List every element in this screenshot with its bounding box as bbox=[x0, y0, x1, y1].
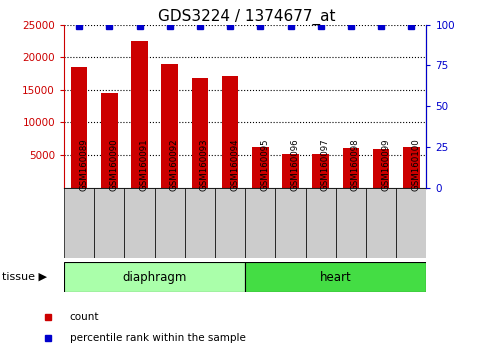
Text: GSM160090: GSM160090 bbox=[109, 138, 118, 191]
Bar bbox=[252, 147, 269, 188]
Bar bbox=[124, 188, 155, 258]
Text: GSM160094: GSM160094 bbox=[230, 138, 239, 191]
Bar bbox=[64, 262, 246, 292]
Bar bbox=[185, 188, 215, 258]
Text: GDS3224 / 1374677_at: GDS3224 / 1374677_at bbox=[158, 9, 335, 25]
Bar bbox=[192, 78, 208, 188]
Text: GSM160097: GSM160097 bbox=[321, 138, 330, 191]
Text: GSM160099: GSM160099 bbox=[381, 139, 390, 191]
Bar bbox=[94, 188, 124, 258]
Text: GSM160091: GSM160091 bbox=[140, 138, 148, 191]
Text: GSM160089: GSM160089 bbox=[79, 138, 88, 191]
Text: diaphragm: diaphragm bbox=[122, 270, 187, 284]
Text: GSM160092: GSM160092 bbox=[170, 138, 179, 191]
Text: heart: heart bbox=[320, 270, 352, 284]
Bar bbox=[343, 148, 359, 188]
Bar bbox=[215, 188, 246, 258]
Bar bbox=[222, 76, 239, 188]
Bar bbox=[276, 188, 306, 258]
Bar bbox=[366, 188, 396, 258]
Text: GSM160096: GSM160096 bbox=[290, 138, 300, 191]
Text: tissue ▶: tissue ▶ bbox=[2, 272, 47, 282]
Bar bbox=[131, 41, 148, 188]
Text: GSM160095: GSM160095 bbox=[260, 138, 269, 191]
Bar bbox=[282, 154, 299, 188]
Text: count: count bbox=[70, 312, 99, 322]
Text: GSM160100: GSM160100 bbox=[411, 138, 421, 191]
Text: percentile rank within the sample: percentile rank within the sample bbox=[70, 332, 246, 343]
Bar bbox=[64, 188, 94, 258]
Bar bbox=[336, 188, 366, 258]
Bar bbox=[101, 92, 118, 188]
Bar bbox=[71, 67, 87, 188]
Bar bbox=[373, 149, 389, 188]
Text: GSM160098: GSM160098 bbox=[351, 138, 360, 191]
Bar bbox=[313, 154, 329, 188]
Bar bbox=[162, 64, 178, 188]
Text: GSM160093: GSM160093 bbox=[200, 138, 209, 191]
Bar bbox=[396, 188, 426, 258]
Bar bbox=[245, 188, 276, 258]
Bar bbox=[306, 188, 336, 258]
Bar bbox=[403, 147, 420, 188]
Bar bbox=[246, 262, 426, 292]
Bar bbox=[155, 188, 185, 258]
